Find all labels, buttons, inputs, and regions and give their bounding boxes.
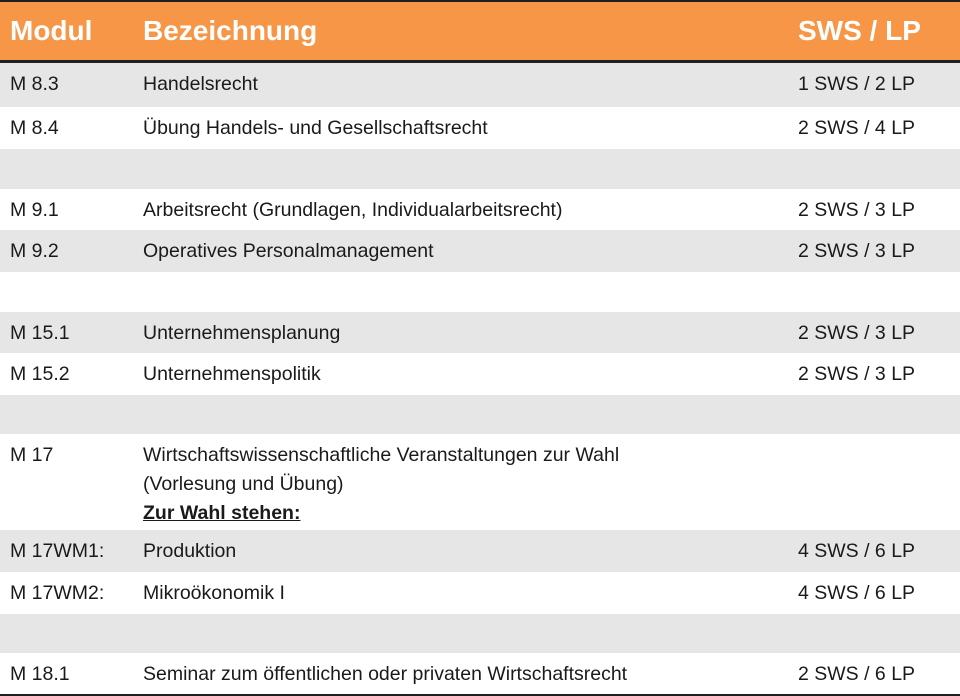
cell-modul: M 18.1: [10, 663, 70, 685]
spacer-row: [0, 149, 960, 189]
cell-bezeichnung: Mikroökonomik I: [143, 582, 285, 604]
cell-modul: M 17: [10, 444, 54, 466]
cell-modul: M 17WM1:: [10, 540, 105, 562]
cell-bezeichnung: Unternehmenspolitik: [143, 363, 321, 385]
cell-bezeichnung: Arbeitsrecht (Grundlagen, Individualarbe…: [143, 199, 563, 221]
cell-modul: M 9.2: [10, 240, 59, 262]
table-row: M 9.2 Operatives Personalmanagement 2 SW…: [0, 230, 960, 272]
spacer-row: [0, 395, 960, 434]
cell-sws-lp: 4 SWS / 6 LP: [798, 582, 916, 604]
header-modul: Modul: [10, 15, 93, 46]
cell-bezeichnung: Produktion: [143, 540, 237, 562]
cell-sws-lp: 2 SWS / 3 LP: [798, 240, 916, 262]
cell-modul: M 17WM2:: [10, 582, 105, 604]
spacer-row: [0, 614, 960, 653]
cell-bezeichnung: Operatives Personalmanagement: [143, 240, 434, 262]
cell-bezeichnung: Übung Handels- und Gesellschaftsrecht: [143, 117, 488, 139]
table-row: M 8.3 Handelsrecht 1 SWS / 2 LP: [0, 63, 960, 107]
table-header: Modul Bezeichnung SWS / LP: [0, 2, 960, 63]
cell-modul: M 15.1: [10, 322, 70, 344]
cell-sws-lp: 2 SWS / 3 LP: [798, 363, 916, 385]
cell-modul: M 9.1: [10, 199, 59, 221]
cell-sws-lp: 2 SWS / 3 LP: [798, 322, 916, 344]
table-row: M 15.1 Unternehmensplanung 2 SWS / 3 LP: [0, 312, 960, 353]
cell-sws-lp: 2 SWS / 6 LP: [798, 663, 916, 685]
cell-sws-lp: 1 SWS / 2 LP: [798, 73, 916, 95]
cell-bezeichnung: Unternehmensplanung: [143, 322, 341, 344]
table-row: M 18.1 Seminar zum öffentlichen oder pri…: [0, 653, 960, 694]
table-row: M 17WM1: Produktion 4 SWS / 6 LP: [0, 530, 960, 572]
cell-modul: M 8.4: [10, 117, 59, 139]
table-row: M 9.1 Arbeitsrecht (Grundlagen, Individu…: [0, 189, 960, 230]
cell-bezeichnung: Handelsrecht: [143, 73, 258, 95]
spacer-row: [0, 272, 960, 312]
table-row: M 17 Wirtschaftswissenschaftliche Verans…: [0, 434, 960, 530]
table-row: M 15.2 Unternehmenspolitik 2 SWS / 3 LP: [0, 353, 960, 395]
choice-note: Zur Wahl stehen:: [143, 502, 301, 524]
cell-bezeichnung: Wirtschaftswissenschaftliche Veranstaltu…: [143, 434, 619, 528]
table-row: M 17WM2: Mikroökonomik I 4 SWS / 6 LP: [0, 572, 960, 614]
table-row: M 8.4 Übung Handels- und Gesellschaftsre…: [0, 107, 960, 149]
cell-sws-lp: 4 SWS / 6 LP: [798, 540, 916, 562]
cell-sws-lp: 2 SWS / 4 LP: [798, 117, 916, 139]
cell-modul: M 8.3: [10, 73, 59, 95]
cell-bezeichnung: Seminar zum öffentlichen oder privaten W…: [143, 663, 628, 685]
cell-modul: M 15.2: [10, 363, 70, 385]
header-sws-lp: SWS / LP: [798, 15, 921, 46]
bezeichnung-line: (Vorlesung und Übung): [143, 473, 344, 495]
cell-sws-lp: 2 SWS / 3 LP: [798, 199, 916, 221]
bezeichnung-line: Wirtschaftswissenschaftliche Veranstaltu…: [143, 444, 620, 466]
header-bezeichnung: Bezeichnung: [143, 15, 318, 46]
